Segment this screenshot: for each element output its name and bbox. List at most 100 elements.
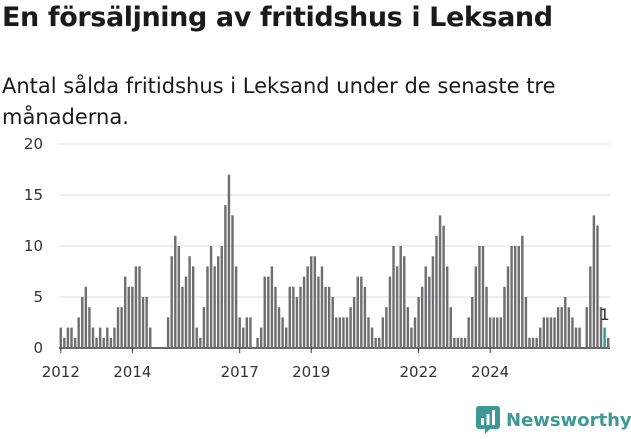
bar <box>81 297 84 348</box>
bar <box>259 327 263 348</box>
bar <box>606 337 610 348</box>
bar <box>224 205 227 348</box>
brand-logo: Newsworthy <box>476 406 631 434</box>
bar <box>442 225 445 348</box>
bar <box>127 286 130 348</box>
bar <box>420 286 424 348</box>
brand-name: Newsworthy <box>506 409 631 431</box>
bar <box>435 235 438 348</box>
bar <box>281 317 284 348</box>
bar <box>517 246 520 348</box>
bar <box>599 307 603 348</box>
bar <box>313 256 317 348</box>
bar <box>77 317 80 348</box>
bar <box>539 327 542 348</box>
bar <box>546 317 549 348</box>
bar <box>553 317 556 348</box>
bar <box>73 337 77 348</box>
bar <box>428 276 431 348</box>
bar <box>213 266 216 348</box>
bar <box>531 337 535 348</box>
bar <box>84 286 88 348</box>
bar <box>113 327 116 348</box>
bar <box>378 337 381 348</box>
bar <box>506 266 510 348</box>
x-tick-label: 2012 <box>42 363 80 380</box>
bar <box>360 276 363 348</box>
y-tick-label: 0 <box>33 339 43 357</box>
bar <box>134 266 138 348</box>
bar <box>295 297 299 348</box>
y-tick-label: 10 <box>24 237 43 255</box>
bar <box>270 266 274 348</box>
bar <box>184 276 188 348</box>
bar <box>417 297 420 348</box>
bar <box>138 266 141 348</box>
bar <box>496 317 499 348</box>
bar <box>141 297 145 348</box>
bar <box>385 307 388 348</box>
bar <box>256 337 259 348</box>
bar <box>306 266 309 348</box>
bar <box>503 286 506 348</box>
x-tick-label: 2019 <box>292 363 330 380</box>
bar <box>66 327 70 348</box>
bar <box>406 307 410 348</box>
highlight-value-label: 1 <box>600 305 610 324</box>
bar <box>277 307 281 348</box>
bar <box>413 317 417 348</box>
bar <box>481 246 485 348</box>
bar <box>331 297 334 348</box>
bar <box>324 286 327 348</box>
bar <box>98 327 102 348</box>
bar <box>145 297 148 348</box>
bar <box>191 266 195 348</box>
chart-title: En försäljning av fritidshus i Leksand <box>2 2 553 33</box>
bar <box>567 307 571 348</box>
bar <box>335 317 338 348</box>
bar <box>592 215 596 348</box>
x-tick-label: 2014 <box>113 363 151 380</box>
bar <box>370 327 374 348</box>
x-tick-label: 2017 <box>221 363 259 380</box>
bar <box>381 317 385 348</box>
bar <box>410 327 413 348</box>
bar <box>217 256 220 348</box>
bar <box>345 317 349 348</box>
bar <box>209 246 213 348</box>
bar <box>202 307 206 348</box>
data-labels: 1 <box>600 305 610 324</box>
bar <box>528 337 531 348</box>
y-tick-label: 5 <box>33 288 43 306</box>
bar <box>585 307 588 348</box>
bar <box>166 317 170 348</box>
bar <box>106 327 109 348</box>
bar <box>456 337 460 348</box>
bar <box>120 307 123 348</box>
bar <box>349 307 352 348</box>
bar <box>220 246 224 348</box>
bar <box>177 246 181 348</box>
bar <box>471 297 474 348</box>
x-tick-label: 2022 <box>399 363 437 380</box>
bar <box>571 317 574 348</box>
bar <box>206 266 209 348</box>
bar <box>292 286 295 348</box>
bar <box>578 327 581 348</box>
bar <box>535 337 538 348</box>
bar <box>242 327 245 348</box>
bar <box>227 174 231 348</box>
bar <box>431 256 435 348</box>
bar <box>263 276 266 348</box>
bar <box>267 276 270 348</box>
bar <box>363 286 367 348</box>
bar <box>249 317 252 348</box>
bar <box>560 307 563 348</box>
bar <box>367 317 370 348</box>
bar <box>299 286 302 348</box>
bar <box>199 337 202 348</box>
y-tick-label: 15 <box>24 186 43 204</box>
bar <box>463 337 467 348</box>
bar <box>388 276 392 348</box>
newsworthy-logo-icon <box>476 406 500 434</box>
